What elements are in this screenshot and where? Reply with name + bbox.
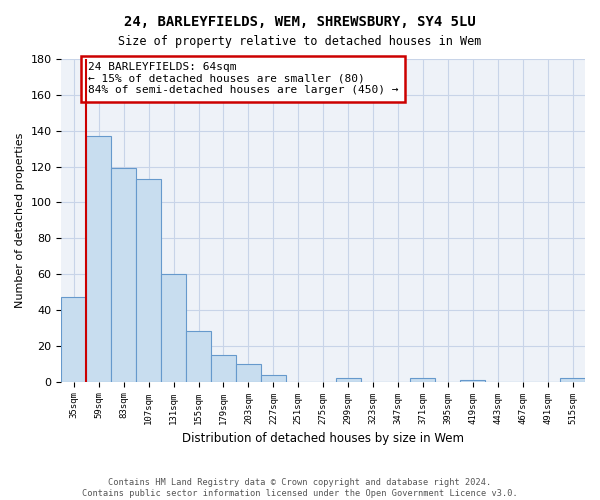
Y-axis label: Number of detached properties: Number of detached properties bbox=[15, 132, 25, 308]
Bar bbox=[211, 355, 236, 382]
Bar bbox=[335, 378, 361, 382]
Bar bbox=[261, 374, 286, 382]
Bar bbox=[410, 378, 436, 382]
Text: Size of property relative to detached houses in Wem: Size of property relative to detached ho… bbox=[118, 35, 482, 48]
Bar bbox=[136, 179, 161, 382]
Text: 24 BARLEYFIELDS: 64sqm
← 15% of detached houses are smaller (80)
84% of semi-det: 24 BARLEYFIELDS: 64sqm ← 15% of detached… bbox=[88, 62, 398, 96]
Bar bbox=[460, 380, 485, 382]
X-axis label: Distribution of detached houses by size in Wem: Distribution of detached houses by size … bbox=[182, 432, 464, 445]
Bar bbox=[186, 332, 211, 382]
Bar bbox=[111, 168, 136, 382]
Text: 24, BARLEYFIELDS, WEM, SHREWSBURY, SY4 5LU: 24, BARLEYFIELDS, WEM, SHREWSBURY, SY4 5… bbox=[124, 15, 476, 29]
Bar bbox=[161, 274, 186, 382]
Text: Contains HM Land Registry data © Crown copyright and database right 2024.
Contai: Contains HM Land Registry data © Crown c… bbox=[82, 478, 518, 498]
Bar bbox=[61, 298, 86, 382]
Bar bbox=[236, 364, 261, 382]
Bar bbox=[86, 136, 111, 382]
Bar bbox=[560, 378, 585, 382]
